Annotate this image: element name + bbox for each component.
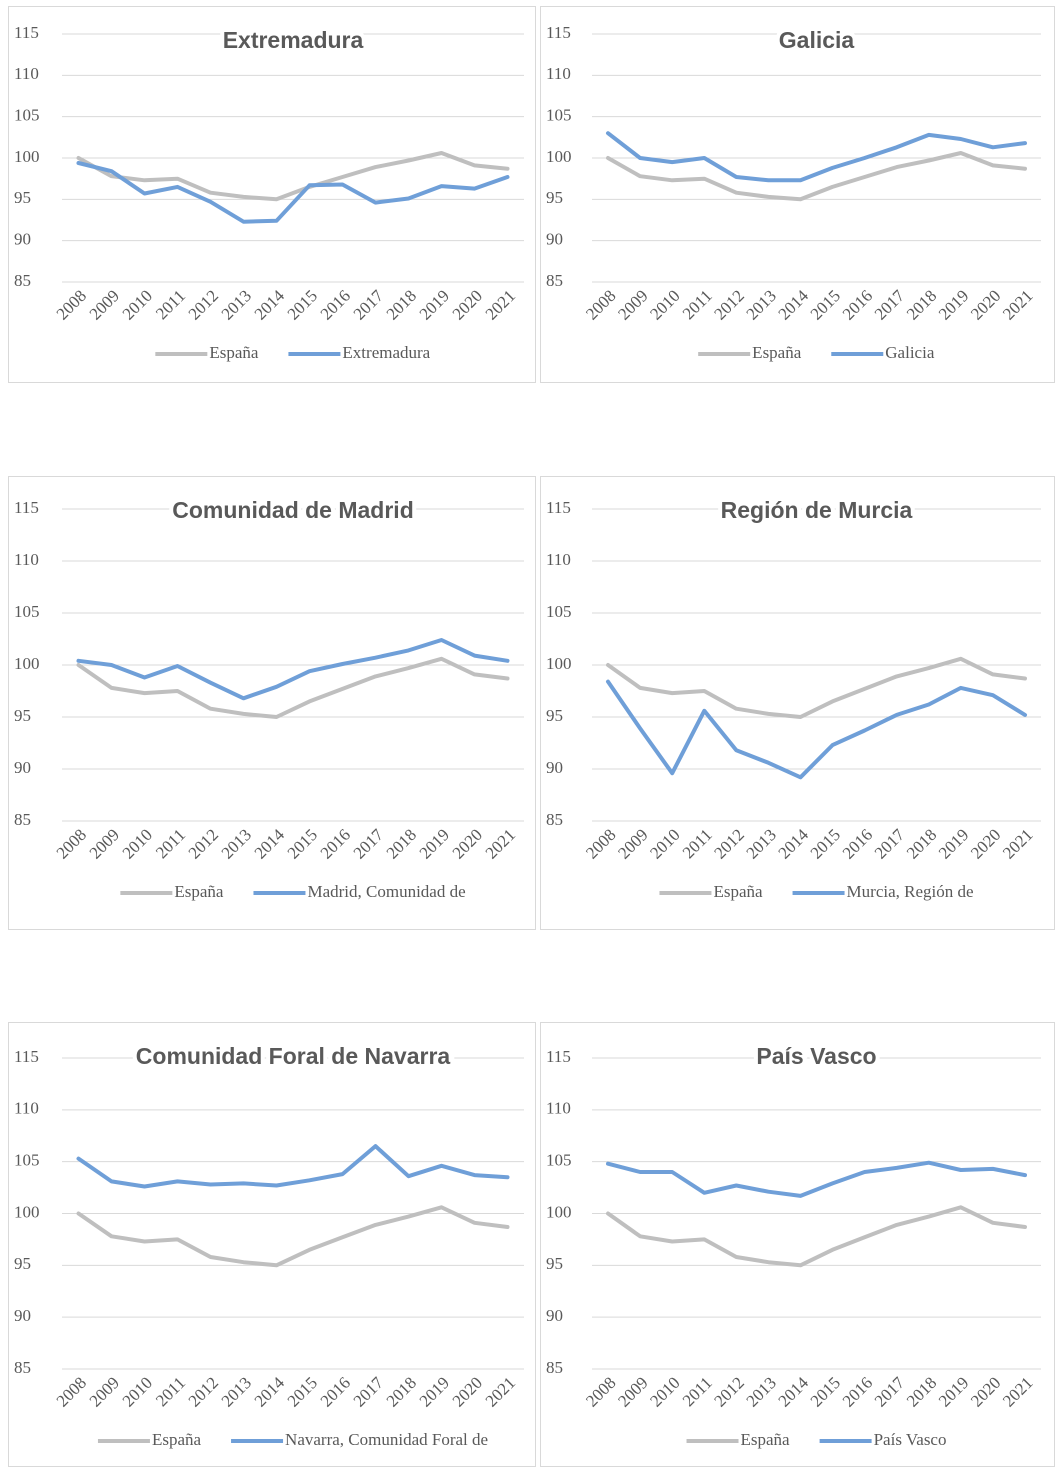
y-tick-label: 115: [546, 1047, 571, 1066]
y-tick-label: 110: [14, 64, 39, 83]
legend-label: Extremadura: [342, 343, 430, 362]
legend-label: Madrid, Comunidad de: [307, 882, 465, 901]
panel-border: [8, 1022, 536, 1467]
chart-title: Galicia: [779, 27, 855, 53]
chart-panel: 8590951001051101152008200920102011201220…: [540, 476, 1055, 930]
data-line: [76, 1205, 510, 1268]
panel-border: [8, 6, 536, 383]
chart-panel: 8590951001051101152008200920102011201220…: [540, 1022, 1055, 1467]
y-tick-label: 100: [546, 1202, 572, 1221]
data-line: [606, 656, 1027, 719]
data-line: [76, 1144, 510, 1189]
y-tick-label: 100: [14, 1202, 40, 1221]
legend: España Murcia, Región de: [659, 882, 974, 901]
data-line: [76, 638, 510, 701]
y-tick-label: 95: [546, 1254, 563, 1273]
panel-border: [540, 476, 1055, 930]
y-tick-label: 85: [546, 1358, 563, 1377]
legend: España Navarra, Comunidad Foral de: [97, 1430, 488, 1449]
y-tick-label: 105: [14, 602, 40, 621]
y-tick-label: 115: [14, 498, 39, 517]
y-tick-label: 115: [14, 23, 39, 42]
panel-border: [540, 1022, 1055, 1467]
y-tick-label: 90: [546, 230, 563, 249]
y-tick-label: 105: [546, 1151, 572, 1170]
chart-panel: 8590951001051101152008200920102011201220…: [8, 6, 536, 383]
y-tick-label: 110: [546, 1099, 571, 1118]
y-tick-label: 105: [14, 106, 40, 125]
chart-title: Extremadura: [223, 27, 364, 53]
y-tick-label: 95: [14, 706, 31, 725]
legend-label: Galicia: [885, 343, 935, 362]
y-tick-label: 110: [14, 1099, 39, 1118]
legend: España Madrid, Comunidad de: [120, 882, 466, 901]
legend-label: España: [209, 343, 259, 362]
y-tick-label: 110: [14, 550, 39, 569]
data-line: [76, 656, 510, 719]
y-tick-label: 85: [546, 271, 563, 290]
y-tick-label: 115: [546, 498, 571, 517]
chart-panel: 8590951001051101152008200920102011201220…: [540, 6, 1055, 383]
y-tick-label: 105: [14, 1151, 40, 1170]
data-line: [606, 1160, 1027, 1198]
y-tick-label: 85: [14, 271, 31, 290]
chart-title: Comunidad de Madrid: [172, 497, 414, 523]
y-tick-label: 115: [546, 23, 571, 42]
y-tick-label: 110: [546, 64, 571, 83]
chart-title: Región de Murcia: [721, 497, 913, 523]
panel-border: [540, 6, 1055, 383]
y-tick-label: 95: [546, 706, 563, 725]
data-line: [606, 151, 1027, 202]
legend-label: España: [152, 1430, 202, 1449]
y-tick-label: 90: [546, 758, 563, 777]
y-tick-label: 105: [546, 602, 572, 621]
y-tick-label: 110: [546, 550, 571, 569]
panel-border: [8, 476, 536, 930]
legend: España Extremadura: [155, 343, 431, 362]
chart-panel: 8590951001051101152008200920102011201220…: [8, 1022, 536, 1467]
y-tick-label: 90: [14, 1306, 31, 1325]
legend-label: País Vasco: [874, 1430, 947, 1449]
data-line: [606, 1205, 1027, 1268]
legend-label: España: [713, 882, 763, 901]
y-tick-label: 100: [546, 654, 572, 673]
y-tick-label: 95: [14, 1254, 31, 1273]
data-line: [76, 151, 510, 202]
y-tick-label: 85: [14, 810, 31, 829]
y-tick-label: 115: [14, 1047, 39, 1066]
y-tick-label: 100: [546, 147, 572, 166]
legend-label: España: [741, 1430, 791, 1449]
data-line: [606, 131, 1027, 183]
y-tick-label: 85: [14, 1358, 31, 1377]
y-tick-label: 90: [546, 1306, 563, 1325]
legend: España País Vasco: [686, 1430, 947, 1449]
y-tick-label: 95: [14, 188, 31, 207]
legend-label: España: [752, 343, 802, 362]
y-tick-label: 100: [14, 654, 40, 673]
y-tick-label: 90: [14, 230, 31, 249]
chart-title: País Vasco: [756, 1043, 876, 1069]
y-tick-label: 95: [546, 188, 563, 207]
y-tick-label: 100: [14, 147, 40, 166]
data-line: [606, 679, 1027, 780]
y-tick-label: 90: [14, 758, 31, 777]
legend-label: Navarra, Comunidad Foral de: [285, 1430, 488, 1449]
legend: España Galicia: [698, 343, 935, 362]
data-line: [76, 161, 510, 224]
y-tick-label: 85: [546, 810, 563, 829]
y-tick-label: 105: [546, 106, 572, 125]
legend-label: Murcia, Región de: [847, 882, 974, 901]
chart-panel: 8590951001051101152008200920102011201220…: [8, 476, 536, 930]
chart-title: Comunidad Foral de Navarra: [136, 1043, 451, 1069]
legend-label: España: [174, 882, 224, 901]
